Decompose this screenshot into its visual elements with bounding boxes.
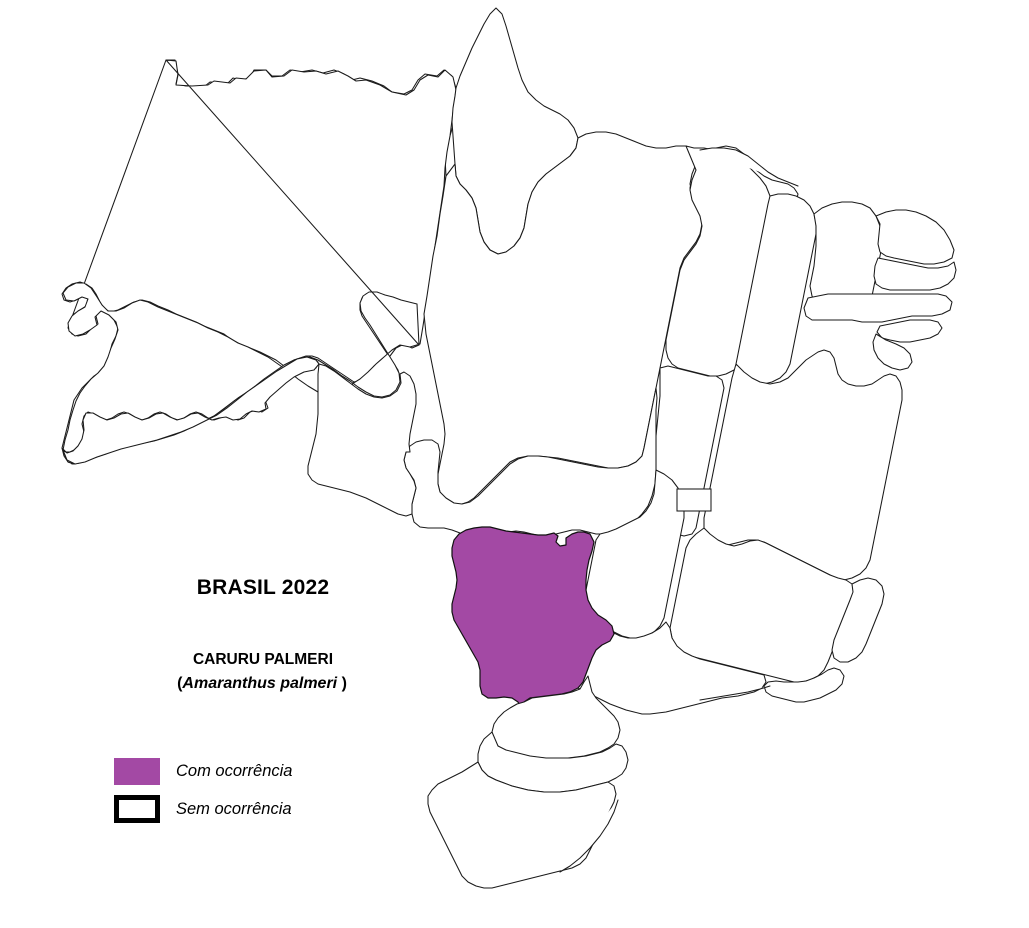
- state-sergipe[interactable]: [872, 333, 913, 371]
- legend-swatch-sem-ocorrencia: [114, 795, 160, 823]
- state-mato-grosso-do-sul[interactable]: [451, 526, 615, 711]
- legend-row-sem-ocorrencia[interactable]: Sem ocorrência: [114, 790, 426, 828]
- page-title: BRASIL 2022: [196, 576, 330, 599]
- state-espirito-santo[interactable]: [831, 577, 885, 663]
- legend-label-com-ocorrencia: Com ocorrência: [176, 762, 293, 780]
- coast-detail-rs: [559, 799, 619, 873]
- legend-swatch-com-ocorrencia: [114, 757, 160, 785]
- state-acre-outline[interactable]: [62, 356, 320, 465]
- coast-detail-north: [699, 147, 799, 187]
- legend-label-sem-ocorrencia: Sem ocorrência: [176, 800, 292, 818]
- state-distrito-federal[interactable]: [676, 488, 712, 512]
- state-rio-grande-do-norte[interactable]: [875, 209, 955, 265]
- legend-row-com-ocorrencia[interactable]: Com ocorrência: [114, 752, 426, 790]
- state-pernambuco[interactable]: [803, 293, 953, 323]
- species-scientific-line: (Amaranthus palmeri ): [96, 672, 426, 696]
- open-paren: (: [177, 675, 183, 692]
- state-goias[interactable]: [585, 469, 685, 639]
- legend-items: Com ocorrência Sem ocorrência: [96, 752, 426, 828]
- state-alagoas[interactable]: [876, 319, 943, 343]
- state-paraiba[interactable]: [873, 257, 957, 291]
- map-legend-block: BRASIL 2022 CARURU PALMERI (Amaranthus p…: [96, 575, 426, 828]
- species-scientific-name: Amaranthus palmeri: [182, 675, 338, 692]
- coast-detail-rio: [699, 685, 771, 701]
- close-paren: ): [337, 675, 347, 692]
- state-rondonia[interactable]: [307, 363, 417, 517]
- species-common-name: CARURU PALMERI: [192, 651, 334, 668]
- state-rio-de-janeiro[interactable]: [763, 667, 845, 703]
- state-amazonas-outline[interactable]: [62, 59, 457, 465]
